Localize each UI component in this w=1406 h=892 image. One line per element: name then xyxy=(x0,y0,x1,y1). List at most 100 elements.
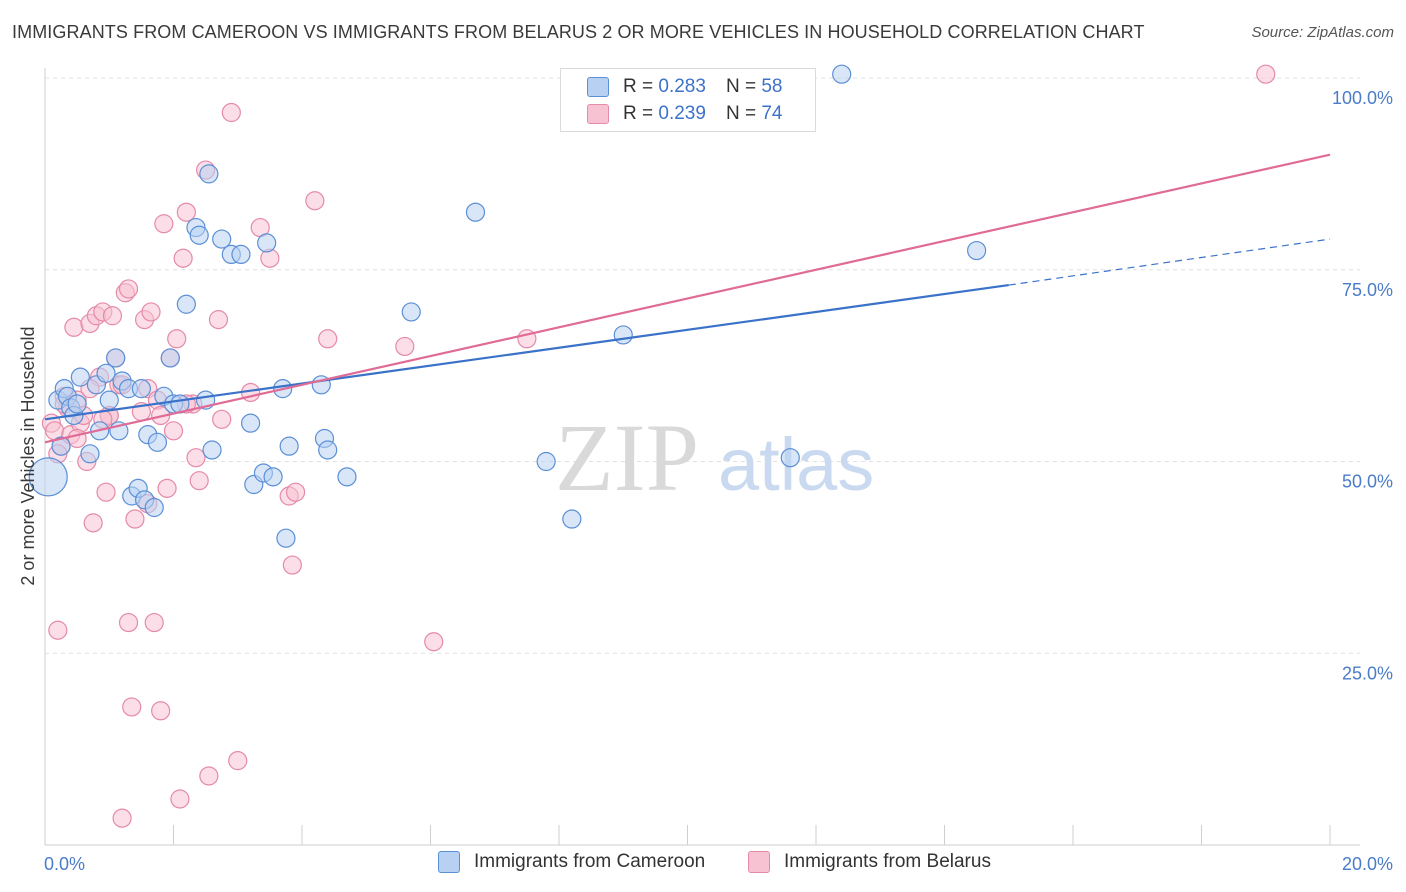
belarus-point xyxy=(64,317,84,337)
cameroon-point xyxy=(131,379,151,399)
cameroon-point xyxy=(199,164,219,184)
y-tick-label: 75.0% xyxy=(1342,280,1393,300)
belarus-point xyxy=(228,751,248,771)
belarus-point xyxy=(163,421,184,441)
belarus-point xyxy=(285,482,306,502)
cameroon-point xyxy=(613,325,633,345)
axes xyxy=(44,68,1360,846)
belarus-point xyxy=(395,336,415,357)
cameroon-point xyxy=(465,202,486,222)
belarus-point xyxy=(208,310,229,330)
cameroon-point xyxy=(967,240,987,261)
cameroon-point xyxy=(276,528,296,548)
cameroon-point xyxy=(318,440,338,460)
gridlines xyxy=(45,77,1360,654)
cameroon-point xyxy=(212,229,232,249)
n-value-cameroon: 58 xyxy=(761,76,783,97)
cameroon-point xyxy=(176,294,196,314)
belarus-trend-line xyxy=(44,153,1331,444)
cameroon-point xyxy=(279,436,299,456)
y-tick-label: 50.0% xyxy=(1342,472,1393,492)
cameroon-point xyxy=(257,233,277,253)
legend-row-cameroon: R = 0.283 N = 58 xyxy=(587,74,782,100)
belarus-point xyxy=(118,279,139,299)
belarus-point xyxy=(318,329,338,349)
cameroon-point xyxy=(160,348,180,368)
belarus-point xyxy=(221,102,241,123)
belarus-point xyxy=(176,202,196,222)
cameroon-point xyxy=(99,390,119,410)
belarus-point xyxy=(186,448,206,468)
belarus-point xyxy=(305,191,325,211)
cameroon-point xyxy=(780,448,800,468)
cameroon-point xyxy=(147,432,168,452)
cameroon-point xyxy=(562,509,582,529)
cameroon-point xyxy=(536,451,556,472)
correlation-legend: R = 0.283 N = 58 R = 0.239 N = 74 xyxy=(560,68,816,132)
belarus-point xyxy=(170,789,190,809)
n-value-belarus: 74 xyxy=(761,103,783,124)
chart-title: IMMIGRANTS FROM CAMEROON VS IMMIGRANTS F… xyxy=(12,22,1145,42)
cameroon-point xyxy=(106,348,126,368)
belarus-point xyxy=(212,409,232,429)
cameroon-point xyxy=(189,225,209,245)
bottom-legend-cameroon: Immigrants from Cameroon xyxy=(438,851,705,873)
belarus-legend-swatch xyxy=(748,851,770,873)
r-label: R = xyxy=(623,76,654,97)
belarus-point xyxy=(96,482,116,502)
cameroon-point xyxy=(67,394,87,414)
r-label: R = xyxy=(623,103,654,124)
belarus-point xyxy=(199,766,219,786)
n-label: N = xyxy=(725,76,757,97)
cameroon-point xyxy=(231,244,251,265)
belarus-point xyxy=(48,620,68,640)
watermark: ZIP atlas xyxy=(555,404,874,511)
belarus-point xyxy=(102,306,123,326)
trend-lines xyxy=(44,153,1331,444)
belarus-point xyxy=(173,248,193,268)
belarus-swatch xyxy=(587,104,609,124)
cameroon-point xyxy=(96,363,116,383)
belarus-point xyxy=(1256,64,1276,84)
belarus-point xyxy=(151,701,171,721)
cameroon-points xyxy=(28,64,987,548)
r-value-cameroon: 0.283 xyxy=(658,76,706,97)
y-axis-label: 2 or more Vehicles in Household xyxy=(18,326,38,585)
x-tick-label: 20.0% xyxy=(1342,854,1393,874)
cameroon-swatch xyxy=(587,77,609,97)
belarus-point xyxy=(157,478,177,498)
tick-labels: 100.0% 75.0% 50.0% 25.0% 0.0% 20.0% xyxy=(44,88,1393,874)
cameroon-legend-swatch xyxy=(438,851,460,873)
belarus-point xyxy=(125,509,145,529)
cameroon-point xyxy=(401,302,421,322)
y-tick-label: 100.0% xyxy=(1332,88,1393,108)
cameroon-legend-label: Immigrants from Cameroon xyxy=(474,851,706,872)
bottom-legend-belarus: Immigrants from Belarus xyxy=(748,851,991,873)
cameroon-point xyxy=(51,436,71,456)
belarus-point xyxy=(144,612,164,633)
source-label: Source: ZipAtlas.com xyxy=(1251,24,1394,41)
belarus-point xyxy=(67,428,87,449)
x-tick-label: 0.0% xyxy=(44,854,85,874)
belarus-point xyxy=(189,471,209,491)
cameroon-point xyxy=(202,440,222,460)
cameroon-point xyxy=(70,367,90,387)
cameroon-trend-extension xyxy=(1008,238,1331,286)
cameroon-point xyxy=(337,467,357,487)
belarus-point xyxy=(112,808,132,828)
r-value-belarus: 0.239 xyxy=(658,103,706,124)
cameroon-point xyxy=(832,64,852,84)
belarus-point xyxy=(424,632,444,652)
watermark-zip: ZIP xyxy=(555,404,699,511)
belarus-point xyxy=(141,302,161,322)
cameroon-point xyxy=(263,467,283,487)
cameroon-point xyxy=(241,413,261,433)
belarus-point xyxy=(122,697,142,717)
y-tick-label: 25.0% xyxy=(1342,663,1393,683)
cameroon-trend-line xyxy=(44,284,1009,421)
cameroon-point xyxy=(80,444,100,464)
belarus-point xyxy=(167,329,187,349)
n-label: N = xyxy=(725,103,757,124)
belarus-point xyxy=(118,612,139,633)
